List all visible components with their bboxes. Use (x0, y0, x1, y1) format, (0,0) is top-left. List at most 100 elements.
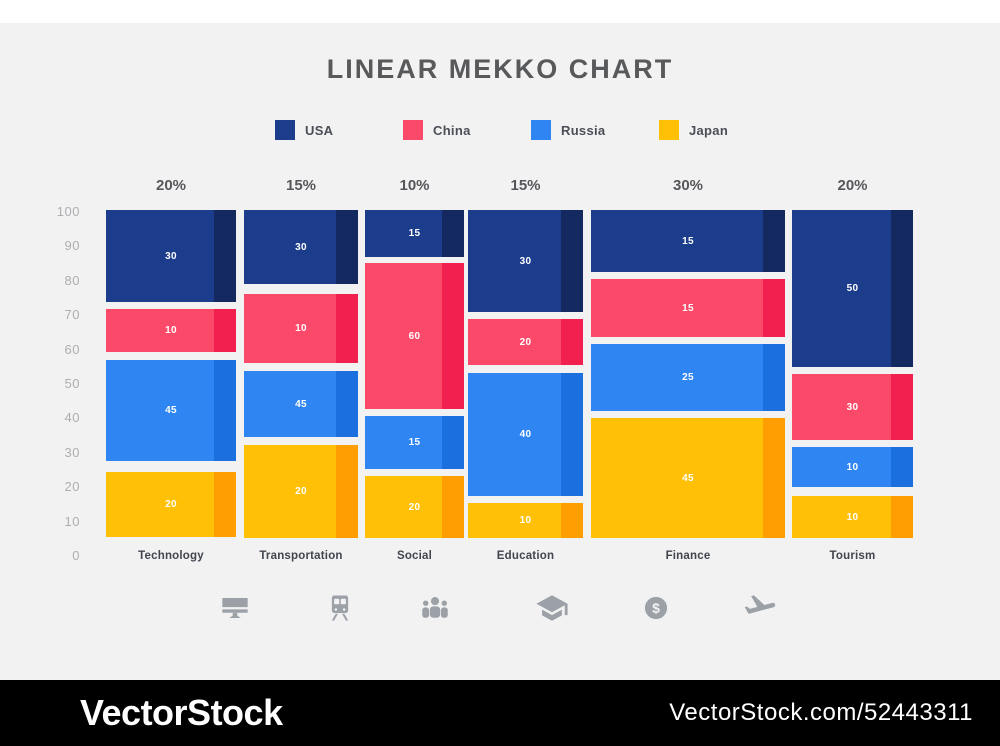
watermark-brand: VectorStock (80, 692, 283, 733)
segment-transportation-japan: 20 (244, 445, 358, 538)
segment-value: 30 (846, 401, 859, 413)
segment-value: 45 (682, 472, 694, 484)
segment-shade (214, 309, 236, 352)
segment-finance-russia: 25 (591, 344, 785, 411)
legend-label: China (433, 122, 471, 138)
y-tick-label: 100 (56, 204, 80, 219)
segment-shade (891, 447, 913, 487)
y-axis: 100 90 80 70 60 50 40 30 20 10 0 (30, 0, 80, 746)
category-label: Transportation (259, 550, 343, 562)
y-tick-label: 50 (64, 376, 80, 391)
category-label: Social (396, 550, 433, 562)
segment-value: 10 (846, 511, 859, 523)
segment-shade (442, 210, 464, 257)
column-finance: 30% 15 15 25 45 Finance (591, 177, 785, 562)
segment-shade (763, 344, 785, 411)
legend-label: Russia (561, 122, 606, 138)
segment-shade (336, 294, 358, 363)
segment-finance-usa: 15 (591, 210, 785, 272)
category-label: Finance (665, 550, 711, 562)
segment-value: 15 (682, 235, 694, 247)
segment-value: 15 (408, 228, 421, 239)
segment-shade (561, 373, 583, 496)
legend-label: USA (305, 122, 334, 138)
segment-shade (214, 360, 236, 461)
segment-shade (442, 416, 464, 469)
segment-shade (561, 503, 583, 538)
segment-shade (442, 263, 464, 409)
segment-value: 40 (519, 429, 532, 440)
segment-transportation-russia: 45 (244, 371, 358, 437)
column-education: 15% 30 20 40 10 Education (468, 177, 583, 562)
segment-value: 20 (295, 486, 307, 497)
legend-swatch-china (403, 120, 423, 140)
category-icons: $ (106, 586, 913, 630)
segment-transportation-china: 10 (244, 294, 358, 363)
legend: USA China Russia Japan (275, 119, 787, 141)
segment-technology-usa: 30 (106, 210, 236, 302)
segment-value: 10 (295, 323, 307, 334)
segment-value: 10 (519, 515, 532, 526)
segment-technology-japan: 20 (106, 472, 236, 537)
column-social: 10% 15 60 15 20 Social (365, 177, 464, 562)
legend-item-china: China (403, 119, 531, 141)
column-percent: 15% (285, 177, 317, 194)
column-technology: 20% 30 10 45 20 Technology (106, 177, 236, 562)
y-tick-label: 80 (64, 272, 80, 288)
legend-item-japan: Japan (659, 119, 787, 141)
segment-shade (891, 210, 913, 367)
segment-shade (336, 210, 358, 284)
segment-tourism-usa: 50 (792, 210, 913, 367)
segment-value: 10 (846, 461, 859, 473)
segment-shade (891, 374, 913, 440)
chart-title: LINEAR MEKKO CHART (326, 54, 674, 84)
segment-finance-japan: 45 (591, 418, 785, 538)
segment-shade (336, 371, 358, 437)
legend-item-usa: USA (275, 119, 403, 141)
segment-value: 15 (682, 302, 694, 314)
segment-social-china: 60 (365, 263, 464, 409)
graduation-cap-icon (528, 586, 576, 630)
segment-value: 30 (519, 255, 532, 267)
segment-value: 20 (519, 336, 532, 348)
segment-value: 10 (165, 325, 177, 336)
y-tick-label: 40 (64, 410, 80, 426)
category-label: Education (496, 550, 555, 562)
column-percent: 30% (672, 177, 704, 194)
segment-shade (891, 496, 913, 538)
segment-shade (214, 472, 236, 537)
dollar-coin-icon: $ (632, 586, 680, 630)
segment-education-china: 20 (468, 319, 583, 365)
segment-education-japan: 10 (468, 503, 583, 538)
column-transportation: 15% 30 10 45 20 Transportation (244, 177, 358, 562)
segment-social-russia: 15 (365, 416, 464, 469)
segment-shade (763, 210, 785, 272)
segment-value: 45 (295, 398, 307, 410)
segment-value: 25 (682, 372, 694, 383)
people-icon (411, 586, 459, 630)
segment-value: 30 (165, 250, 177, 262)
category-label: Tourism (829, 550, 876, 562)
segment-social-usa: 15 (365, 210, 464, 257)
segment-shade (442, 476, 464, 538)
segment-shade (561, 210, 583, 312)
segment-education-usa: 30 (468, 210, 583, 312)
column-percent: 20% (155, 177, 187, 194)
y-tick-label: 0 (72, 548, 80, 563)
column-percent: 20% (837, 177, 868, 194)
legend-label: Japan (689, 122, 729, 138)
column-tourism: 20% 50 30 10 10 Tourism (792, 177, 913, 562)
segment-technology-china: 10 (106, 309, 236, 352)
top-strip (0, 0, 1000, 23)
monitor-icon (211, 586, 259, 630)
svg-text:$: $ (652, 600, 660, 616)
segment-value: 20 (165, 499, 177, 510)
segment-value: 20 (408, 501, 421, 513)
segment-social-japan: 20 (365, 476, 464, 538)
y-tick-label: 60 (64, 341, 80, 357)
segment-value: 50 (846, 283, 859, 294)
watermark-bar: VectorStock VectorStock.com/52443311 (0, 680, 1000, 746)
segment-shade (561, 319, 583, 365)
segment-shade (336, 445, 358, 538)
